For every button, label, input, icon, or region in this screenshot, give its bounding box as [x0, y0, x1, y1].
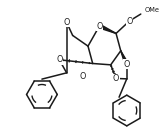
Polygon shape: [99, 24, 116, 33]
Text: O: O: [64, 18, 70, 27]
Text: O: O: [96, 22, 102, 31]
Polygon shape: [121, 51, 128, 65]
Text: O: O: [113, 74, 119, 83]
Text: O: O: [126, 16, 133, 26]
Text: O: O: [79, 72, 86, 81]
Text: OMe: OMe: [144, 7, 159, 13]
Text: O: O: [124, 60, 130, 69]
Text: O: O: [56, 55, 62, 64]
